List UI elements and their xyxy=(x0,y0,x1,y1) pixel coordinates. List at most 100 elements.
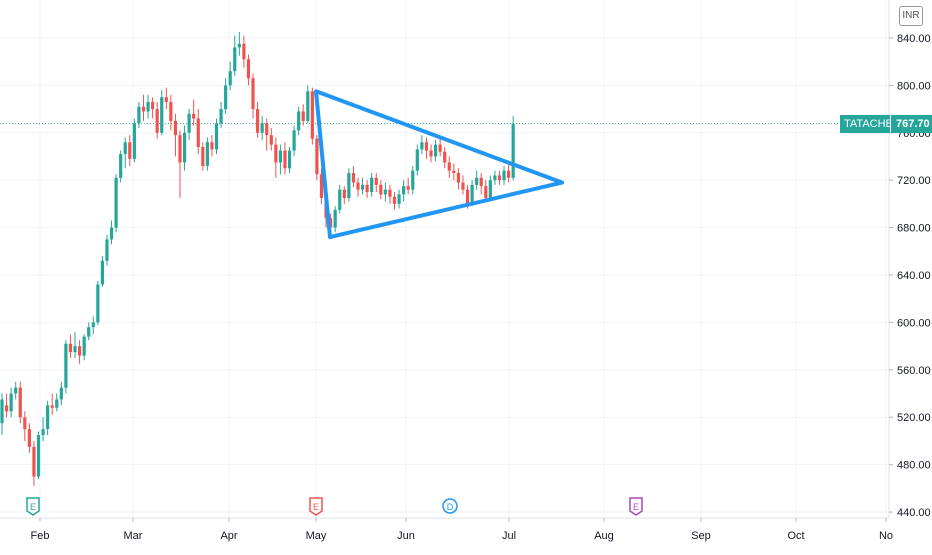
candle-body xyxy=(141,106,146,112)
candles[interactable] xyxy=(0,32,515,486)
candle-body xyxy=(192,113,196,119)
candle xyxy=(278,144,283,175)
candle-body xyxy=(265,123,269,136)
candle xyxy=(155,101,159,139)
candle xyxy=(424,137,429,159)
candle xyxy=(443,146,447,169)
candle xyxy=(242,35,246,68)
candle xyxy=(68,334,73,358)
price-ticks: 840.00800.00760.00720.00680.00640.00600.… xyxy=(889,33,931,519)
candle-body xyxy=(68,343,73,353)
earnings-icon xyxy=(309,497,323,516)
candle-body xyxy=(429,150,433,157)
candle-body xyxy=(27,429,31,447)
time-tick-label: Aug xyxy=(594,530,614,542)
candle-body xyxy=(287,150,292,169)
candle-body xyxy=(14,387,18,394)
grid xyxy=(0,0,889,518)
candle-body xyxy=(224,85,228,110)
candle xyxy=(461,175,465,195)
candle-body xyxy=(146,101,150,112)
candle xyxy=(100,256,105,287)
candle xyxy=(123,137,127,169)
candle xyxy=(292,125,296,157)
candle xyxy=(141,94,146,121)
time-tick-label: Apr xyxy=(220,530,237,542)
candle-body xyxy=(219,109,223,124)
event-marker-earnings3: E xyxy=(629,497,643,516)
time-tick-label: Jul xyxy=(502,530,516,542)
candle xyxy=(36,431,41,479)
triangle-pattern[interactable] xyxy=(314,89,564,240)
candle xyxy=(502,165,506,185)
candle-body xyxy=(502,170,506,181)
candle-body xyxy=(507,170,511,178)
candle xyxy=(383,182,387,202)
candle xyxy=(87,322,91,341)
candle-body xyxy=(50,405,54,408)
candle xyxy=(274,137,278,178)
candle xyxy=(493,170,497,185)
candle-body xyxy=(196,118,200,147)
candle xyxy=(265,118,269,151)
candle xyxy=(178,130,182,198)
candle-body xyxy=(41,429,45,436)
candle xyxy=(411,165,415,195)
candle-body xyxy=(151,101,155,110)
candle-body xyxy=(484,186,488,198)
candle xyxy=(392,192,397,210)
candle-body xyxy=(77,346,82,356)
candle xyxy=(433,139,438,162)
candle xyxy=(173,113,178,157)
candle-body xyxy=(392,196,397,204)
time-ticks: Feb Mar Apr May Jun Jul Aug Sep Oct No xyxy=(31,518,893,542)
candle-body xyxy=(205,142,209,166)
symbol-price-label: TATACHEM xyxy=(840,114,902,133)
candle xyxy=(319,168,324,204)
candle xyxy=(228,61,232,91)
candle xyxy=(146,94,150,119)
candle-body xyxy=(9,393,13,412)
candle-body xyxy=(411,170,415,190)
candle-body xyxy=(470,184,474,204)
candle xyxy=(187,109,191,140)
candle-body xyxy=(479,177,483,187)
candle-body xyxy=(433,144,438,157)
candle-body xyxy=(214,123,219,150)
candle xyxy=(18,381,22,424)
candle xyxy=(484,180,488,202)
currency-badge[interactable]: INR xyxy=(899,6,923,26)
candle-body xyxy=(379,184,383,195)
candle xyxy=(511,116,515,181)
candle-body xyxy=(128,142,132,159)
candle xyxy=(169,94,173,131)
candle-body xyxy=(438,144,442,152)
candle-body xyxy=(374,177,378,185)
candle xyxy=(27,423,31,453)
price-tick-label: 640.00 xyxy=(897,270,931,282)
time-tick-label: Oct xyxy=(787,530,804,542)
time-tick-label: Sep xyxy=(691,530,711,542)
candle xyxy=(233,35,237,76)
candle-body xyxy=(456,173,460,183)
candle xyxy=(365,180,369,198)
candle-body xyxy=(246,59,251,79)
candle xyxy=(347,168,351,202)
event-label: E xyxy=(30,502,36,512)
candle-body xyxy=(319,174,324,198)
price-tick-label: 680.00 xyxy=(897,223,931,235)
candle-body xyxy=(18,387,22,418)
price-tick-label: 840.00 xyxy=(897,33,931,45)
candle xyxy=(91,316,95,335)
candle-body xyxy=(105,239,109,261)
candle-body xyxy=(178,135,182,163)
candle-body xyxy=(251,78,255,110)
candle-body xyxy=(164,97,168,102)
candle xyxy=(246,54,251,86)
candle xyxy=(160,90,164,136)
price-tick-label: 480.00 xyxy=(897,460,931,472)
candle-body xyxy=(342,189,346,198)
